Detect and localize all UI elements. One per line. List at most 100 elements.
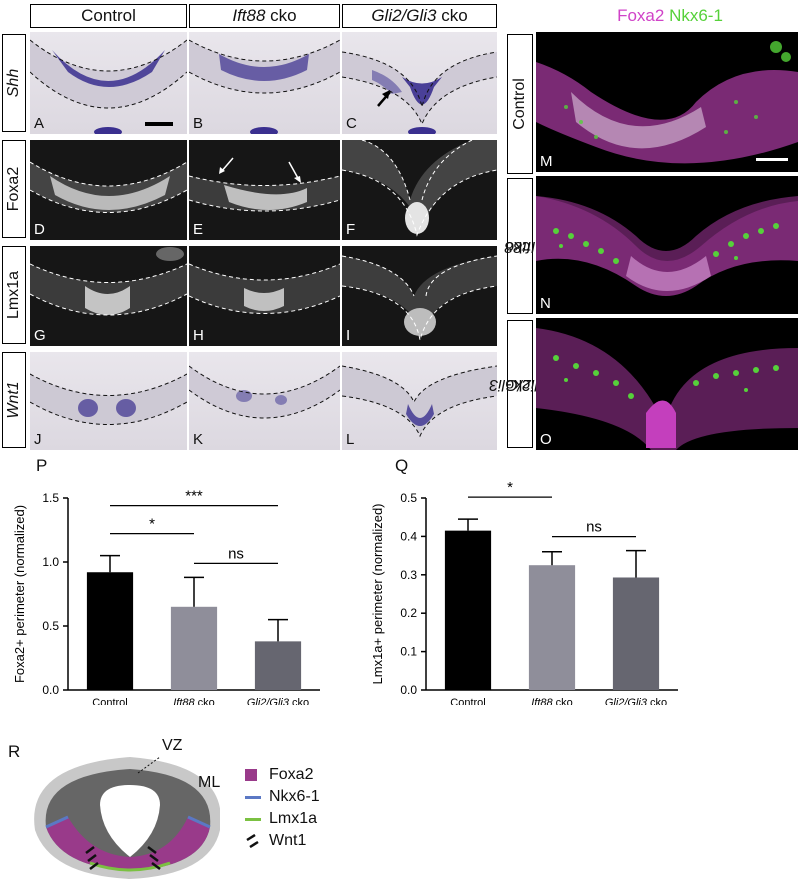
panel-letter-b: B — [193, 115, 204, 132]
legend-swatch-lmx1a — [245, 817, 261, 821]
schematic-nkx-boundary — [45, 815, 211, 829]
chart-p-bar-0 — [86, 572, 134, 690]
panel-letter-d: D — [34, 221, 45, 238]
panel-letter-q: Q — [395, 456, 409, 475]
chart-q-sig-label-0: * — [507, 479, 513, 496]
panel-k-image: K — [189, 352, 340, 450]
panel-e-tissue — [189, 157, 340, 212]
chart-p-cat-label-0: Control — [92, 697, 127, 705]
panel-f-image: F — [342, 140, 497, 240]
panel-a-image: A — [30, 32, 187, 134]
right-header-nkx: Nkx6-1 — [669, 6, 723, 25]
chart-q-ylabel: Lmx1a+ perimeter (normalized) — [370, 504, 385, 685]
panel-b-image: B — [189, 32, 340, 134]
row-label-lmx1a-text: Lmx1a — [5, 270, 22, 320]
panel-l-image: L — [342, 352, 497, 450]
panel-h-image: H — [189, 246, 340, 346]
schematic-ml-label: ML — [198, 774, 221, 791]
header-ift88-suffix: cko — [265, 6, 297, 25]
right-row-label-control: Control — [507, 34, 533, 174]
chart-p-cat-label-2: Gli2/Gli3 cko — [247, 697, 309, 705]
chart-p-bar-2 — [254, 641, 302, 690]
scale-bar-m — [756, 158, 788, 161]
right-row-label-ift88: Ift88 cko — [504, 178, 536, 314]
panel-j-tissue — [30, 373, 187, 425]
chart-q-ytick-label-1: 0.1 — [400, 645, 417, 659]
right-row-label-control-text: Control — [511, 78, 528, 130]
header-control-text: Control — [81, 6, 136, 25]
chart-q-bar-2 — [612, 577, 660, 690]
panel-letter-k: K — [193, 431, 204, 448]
panel-d-tissue — [30, 161, 187, 213]
legend-label-foxa2: Foxa2 — [269, 766, 314, 783]
panel-letter-l: L — [346, 431, 355, 448]
chart-p-sig-label-0: * — [149, 516, 155, 533]
header-control: Control — [30, 4, 187, 28]
schematic-lumen — [100, 785, 160, 857]
row-label-shh-text: Shh — [5, 68, 22, 98]
chart-q: 0.0 0.1 0.2 0.3 0.4 0.5 Lmx1a+ perimeter (norm… — [370, 479, 678, 705]
panel-j-image: J — [30, 352, 187, 450]
chart-q-bar-0 — [444, 530, 492, 690]
header-gli: Gli2/Gli3 cko — [342, 4, 497, 28]
panel-letter-n: N — [540, 295, 551, 312]
chart-q-ytick-label-2: 0.2 — [400, 606, 417, 620]
chart-p-ytick-label-3: 1.5 — [42, 491, 59, 505]
schematic-diagram — [34, 756, 220, 879]
legend-swatch-wnt1 — [245, 833, 261, 849]
row-label-foxa2: Foxa2 — [2, 140, 26, 238]
scale-bar — [145, 122, 173, 126]
schematic-legend: Foxa2 Nkx6-1 Lmx1a Wnt1 — [245, 764, 375, 852]
chart-p-sig-label-1: *** — [185, 488, 203, 505]
chart-p-ytick-label-0: 0.0 — [42, 683, 59, 697]
chart-p-cat-label-1: Ift88 cko — [173, 697, 215, 705]
panel-o-tissue — [536, 328, 798, 450]
panel-letter-m: M — [540, 153, 553, 170]
header-ift88: Ift88 cko — [189, 4, 340, 28]
legend-swatch-nkx — [245, 795, 261, 799]
schematic-wnt1-marks — [85, 846, 161, 870]
legend-item-nkx: Nkx6-1 — [245, 786, 375, 808]
panel-e-image: E — [189, 140, 340, 240]
legend-label-nkx: Nkx6-1 — [269, 788, 320, 805]
panel-letter-p: P — [36, 456, 48, 475]
panel-letter-o: O — [540, 431, 552, 448]
panel-o-image: O — [536, 318, 798, 450]
chart-p-ytick-label-1: 0.5 — [42, 619, 59, 633]
panel-d-image: D — [30, 140, 187, 240]
chart-p-bar-1 — [170, 606, 218, 690]
row-label-wnt1: Wnt1 — [2, 352, 26, 448]
panel-k-tissue — [189, 365, 340, 419]
panel-g-image: G — [30, 246, 187, 346]
legend-label-lmx1a: Lmx1a — [269, 810, 318, 827]
chart-q-cat-label-0: Control — [450, 697, 485, 705]
right-row-label-gli: Gli2/Gli3 cko — [489, 320, 551, 448]
panel-letter-h: H — [193, 327, 204, 344]
chart-p-ytick-label-2: 1.0 — [42, 555, 59, 569]
legend-item-lmx1a: Lmx1a — [245, 808, 375, 830]
panel-i-tissue — [342, 255, 497, 341]
panel-a-tissue — [30, 39, 187, 134]
right-row-label-gli-suffix: cko — [505, 376, 535, 393]
panel-n-image: N — [536, 176, 798, 314]
panel-letter-r: R — [8, 742, 21, 761]
schematic-foxa2-region — [46, 817, 210, 871]
schematic-vz-label: VZ — [162, 737, 183, 754]
chart-q-ytick-label-3: 0.3 — [400, 568, 417, 582]
legend-item-wnt1: Wnt1 — [245, 830, 375, 852]
row-label-shh: Shh — [2, 34, 26, 132]
right-header: Foxa2 Nkx6-1 — [545, 6, 795, 26]
row-label-foxa2-text: Foxa2 — [5, 166, 22, 212]
legend-item-foxa2: Foxa2 — [245, 764, 375, 786]
panel-letter-j: J — [34, 431, 42, 448]
header-ift88-gene: Ift88 — [232, 6, 266, 25]
panel-letter-a: A — [34, 115, 45, 132]
chart-p-sig-label-2: ns — [228, 545, 244, 562]
panel-n-tissue — [536, 176, 798, 296]
chart-q-ytick-label-5: 0.5 — [400, 491, 417, 505]
header-gli-gene: Gli2/Gli3 — [371, 6, 437, 25]
chart-q-bar-1 — [528, 565, 576, 690]
panel-letter-g: G — [34, 327, 46, 344]
chart-q-ytick-label-0: 0.0 — [400, 683, 417, 697]
legend-swatch-foxa2 — [245, 769, 257, 781]
